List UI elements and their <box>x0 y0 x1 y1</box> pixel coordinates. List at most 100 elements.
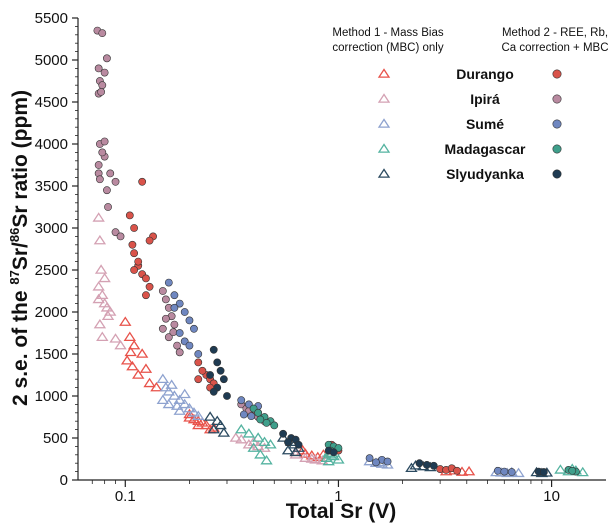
point-sum--method-1 <box>178 388 191 399</box>
legend-label-madagascar: Madagascar <box>445 141 526 157</box>
point-madagascar-method-1 <box>254 449 267 459</box>
point-sum--method-2 <box>500 467 509 476</box>
point-slyudyanka-method-1 <box>405 462 418 473</box>
point-slyudyanka-method-2 <box>279 429 287 438</box>
point-ipir--method-2 <box>161 295 170 304</box>
point-ipir--method-2 <box>164 333 173 342</box>
point-durango-method-2 <box>134 257 143 266</box>
point-sum--method-2 <box>247 412 256 421</box>
point-slyudyanka-method-1 <box>211 415 224 426</box>
legend-marker-slyudyanka-method1 <box>377 168 391 178</box>
point-sum--method-2 <box>194 350 203 358</box>
point-ipir--method-1 <box>109 333 122 343</box>
point-durango-method-1 <box>132 369 145 379</box>
y-tick-label: 1000 <box>35 388 68 405</box>
y-title-sup2: 86 <box>7 228 22 242</box>
point-sum--method-1 <box>170 400 184 410</box>
point-slyudyanka-method-2 <box>415 459 424 468</box>
point-ipir--method-2 <box>95 175 104 184</box>
point-madagascar-method-1 <box>251 432 265 442</box>
point-sum--method-1 <box>156 394 170 405</box>
point-ipir--method-2 <box>169 328 178 337</box>
y-axis-title: 2 s.e. of the 87Sr/86Sr ratio (ppm) <box>7 90 32 406</box>
point-sum--method-2 <box>190 324 198 333</box>
point-ipir--method-2 <box>111 177 120 186</box>
y-tick-label: 5500 <box>35 10 68 27</box>
point-durango-method-1 <box>127 339 141 350</box>
point-madagascar-method-2 <box>262 418 271 427</box>
x-axis-title: Total Sr (V) <box>286 500 396 523</box>
point-durango-method-2 <box>130 266 139 274</box>
legend-method1-title: correction (MBC) only <box>332 42 443 54</box>
point-slyudyanka-method-1 <box>217 427 231 437</box>
point-ipir--method-2 <box>106 169 115 178</box>
legend-label-sum-: Sumé <box>466 116 504 132</box>
point-madagascar-method-2 <box>254 408 263 417</box>
point-madagascar-method-1 <box>242 428 256 438</box>
point-sum--method-1 <box>162 386 175 396</box>
point-ipir--method-2 <box>94 64 103 73</box>
point-sum--method-2 <box>180 308 189 316</box>
point-durango-method-1 <box>123 331 137 342</box>
point-durango-method-1 <box>139 363 153 373</box>
point-ipir--method-2 <box>100 137 109 146</box>
point-ipir--method-2 <box>161 314 170 323</box>
legend-marker-sum--method2 <box>552 119 562 129</box>
point-ipir--method-1 <box>299 452 312 462</box>
x-tick-label: 10 <box>543 488 560 505</box>
point-sum--method-1 <box>168 390 181 400</box>
point-sum--method-1 <box>192 410 205 420</box>
point-ipir--method-1 <box>316 454 329 465</box>
point-sum--method-2 <box>175 299 184 308</box>
point-sum--method-2 <box>164 278 173 287</box>
point-durango-method-2 <box>145 282 154 291</box>
point-ipir--method-1 <box>92 293 105 304</box>
point-sum--method-2 <box>372 458 380 467</box>
point-ipir--method-1 <box>101 310 115 321</box>
point-sum--method-2 <box>239 410 248 419</box>
point-sum--method-1 <box>156 373 170 384</box>
point-madagascar-method-1 <box>554 464 567 474</box>
point-durango-method-2 <box>194 358 203 367</box>
point-madagascar-method-1 <box>260 454 273 465</box>
point-ipir--method-1 <box>92 281 105 291</box>
point-slyudyanka-method-2 <box>209 387 218 396</box>
point-slyudyanka-method-2 <box>216 366 225 375</box>
legend-method2-title: Method 2 - REE, Rb, <box>502 27 608 39</box>
point-ipir--method-2 <box>104 203 112 211</box>
point-durango-method-1 <box>143 377 156 388</box>
legend-marker-durango-method2 <box>552 69 562 79</box>
point-slyudyanka-method-2 <box>294 440 303 449</box>
point-sum--method-1 <box>512 467 525 478</box>
point-ipir--method-2 <box>158 287 167 295</box>
point-durango-method-1 <box>296 444 309 455</box>
point-ipir--method-1 <box>93 318 107 329</box>
point-ipir--method-1 <box>229 432 243 442</box>
point-madagascar-method-2 <box>270 421 279 430</box>
legend-label-ipir-: Ipirá <box>470 91 500 107</box>
y-tick-label: 2000 <box>35 304 68 321</box>
point-durango-method-1 <box>120 355 134 365</box>
point-ipir--method-1 <box>96 289 109 300</box>
point-slyudyanka-method-1 <box>207 423 220 434</box>
point-ipir--method-2 <box>158 324 167 333</box>
point-durango-method-1 <box>124 346 137 357</box>
point-durango-method-2 <box>198 366 207 375</box>
point-madagascar-method-2 <box>568 466 577 475</box>
point-ipir--method-2 <box>175 348 184 357</box>
point-slyudyanka-method-2 <box>206 371 215 379</box>
point-ipir--method-1 <box>242 439 256 449</box>
point-slyudyanka-method-2 <box>284 438 292 447</box>
point-durango-method-1 <box>192 419 205 430</box>
point-durango-method-2 <box>138 177 147 186</box>
point-madagascar-method-1 <box>264 439 277 449</box>
legend: Method 1 - Mass Bias correction (MBC) onl… <box>332 27 608 182</box>
point-slyudyanka-method-1 <box>289 446 302 457</box>
point-sum--method-1 <box>162 398 175 409</box>
point-ipir--method-1 <box>96 331 109 342</box>
point-ipir--method-2 <box>111 228 120 237</box>
y-title-sup1: 87 <box>7 270 22 284</box>
legend-marker-madagascar-method1 <box>377 143 391 153</box>
point-durango-method-2 <box>125 211 134 220</box>
